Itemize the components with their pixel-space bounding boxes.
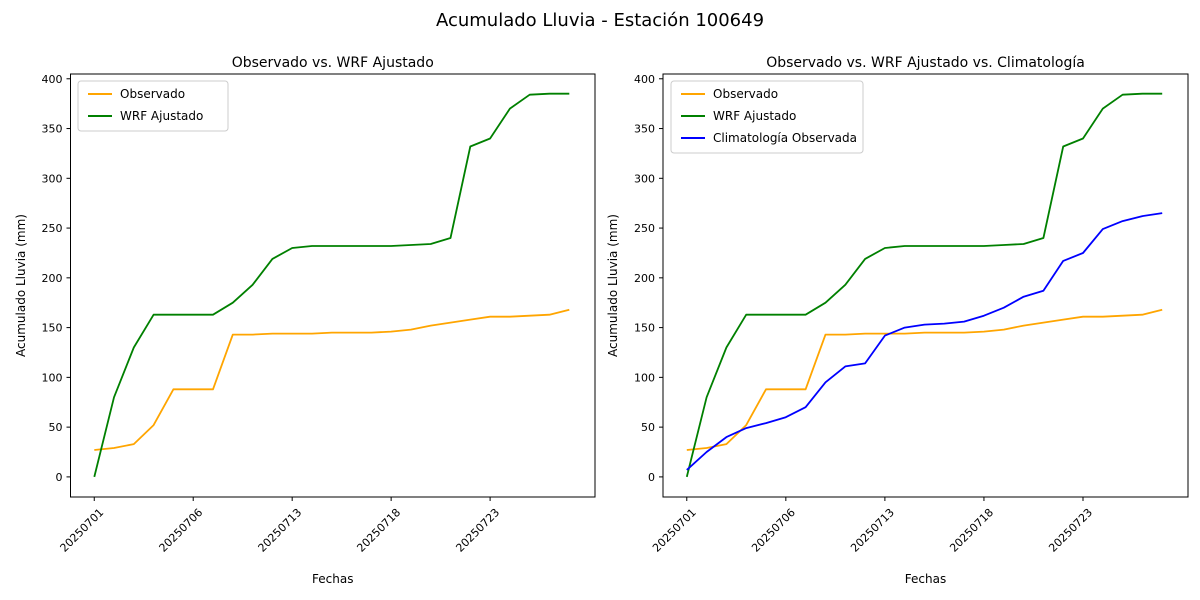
legend: Observado WRF Ajustado Climatología Observ… bbox=[670, 80, 864, 154]
subplot-title: Observado vs. WRF Ajustado bbox=[232, 55, 434, 71]
y-tick-label: 200 bbox=[634, 272, 655, 285]
legend-box bbox=[77, 80, 229, 132]
y-tick-label: 150 bbox=[42, 322, 63, 335]
y-tick-label: 50 bbox=[49, 421, 63, 434]
x-tick-label: 20250701 bbox=[650, 506, 699, 555]
y-axis-label: Acumulado Lluvia (mm) bbox=[606, 214, 620, 357]
x-axis-label: Fechas bbox=[312, 572, 353, 586]
y-tick-label: 300 bbox=[634, 172, 655, 185]
y-tick-label: 100 bbox=[42, 371, 63, 384]
legend-label: Climatología Observada bbox=[713, 131, 857, 145]
y-axis: 0 50 100 150 200 250 300 350 400 bbox=[634, 73, 663, 484]
y-tick-label: 350 bbox=[634, 123, 655, 136]
legend-label: Observado bbox=[120, 87, 185, 101]
series-line-observado bbox=[686, 308, 1163, 451]
series-line-observado bbox=[94, 308, 570, 451]
y-tick-label: 100 bbox=[634, 371, 655, 384]
y-tick-label: 400 bbox=[42, 73, 63, 86]
subplot-title: Observado vs. WRF Ajustado vs. Climatolo… bbox=[766, 55, 1085, 71]
y-axis-label: Acumulado Lluvia (mm) bbox=[14, 214, 28, 357]
legend: Observado WRF Ajustado bbox=[77, 80, 229, 132]
y-tick-label: 0 bbox=[56, 471, 63, 484]
y-tick-label: 250 bbox=[634, 222, 655, 235]
axes-spines bbox=[662, 73, 1189, 498]
legend-box bbox=[670, 80, 864, 154]
legend-label: WRF Ajustado bbox=[120, 109, 203, 123]
legend-label: WRF Ajustado bbox=[713, 109, 796, 123]
y-tick-label: 250 bbox=[42, 222, 63, 235]
x-tick-label: 20250706 bbox=[749, 506, 798, 555]
x-tick-label: 20250718 bbox=[947, 506, 996, 555]
y-tick-label: 0 bbox=[648, 471, 655, 484]
series-line-wrf-ajustado bbox=[93, 92, 570, 478]
y-axis: 0 50 100 150 200 250 300 350 400 bbox=[42, 73, 71, 484]
y-tick-label: 150 bbox=[634, 322, 655, 335]
y-tick-label: 400 bbox=[634, 73, 655, 86]
y-tick-label: 350 bbox=[42, 123, 63, 136]
series-line-climatolog-a-observada bbox=[686, 212, 1163, 471]
x-tick-label: 20250713 bbox=[848, 506, 897, 555]
y-tick-label: 50 bbox=[641, 421, 655, 434]
axes-spines bbox=[70, 73, 596, 498]
x-axis-label: Fechas bbox=[905, 572, 946, 586]
y-tick-label: 300 bbox=[42, 172, 63, 185]
y-tick-label: 200 bbox=[42, 272, 63, 285]
series-line-wrf-ajustado bbox=[685, 92, 1163, 478]
figure-title: Acumulado Lluvia - Estación 100649 bbox=[435, 10, 765, 31]
x-axis: 20250701 20250706 20250713 20250718 20250723 bbox=[650, 497, 1095, 555]
legend-label: Observado bbox=[713, 87, 778, 101]
x-tick-label: 20250723 bbox=[1046, 506, 1095, 555]
